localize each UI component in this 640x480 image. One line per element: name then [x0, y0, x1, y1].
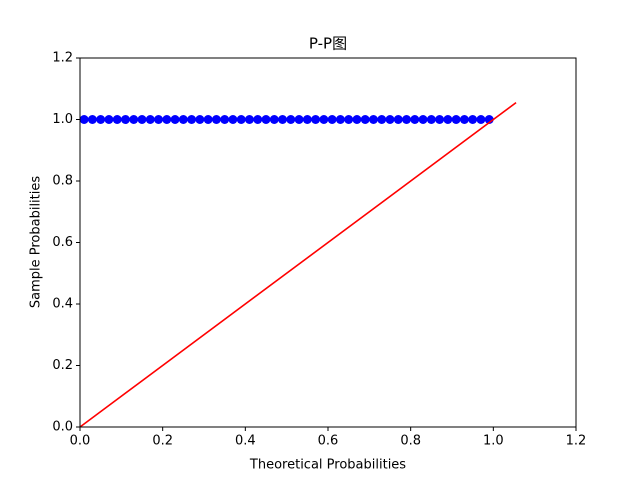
point [253, 115, 263, 124]
point [459, 115, 469, 124]
point [278, 115, 288, 124]
y-tick-label: 1.2 [52, 51, 73, 66]
y-tick-label: 0.2 [52, 358, 73, 373]
point [244, 115, 254, 124]
point [137, 115, 147, 124]
point [385, 115, 395, 124]
y-tick-label: 0.8 [52, 174, 73, 189]
point [319, 115, 329, 124]
point [302, 115, 312, 124]
point [228, 115, 238, 124]
point [104, 115, 114, 124]
point [120, 115, 130, 124]
x-tick-label: 0.2 [152, 434, 173, 449]
point [311, 115, 321, 124]
chart-title: P-P图 [309, 35, 347, 53]
x-tick-label: 0.0 [70, 434, 91, 449]
point [435, 115, 445, 124]
x-tick-label: 0.8 [400, 434, 421, 449]
point [112, 115, 122, 124]
point [451, 115, 461, 124]
point [154, 115, 164, 124]
point [220, 115, 230, 124]
x-tick-label: 0.6 [318, 434, 339, 449]
point [195, 115, 205, 124]
point [360, 115, 370, 124]
point [170, 115, 180, 124]
y-tick-label: 1.0 [52, 112, 73, 127]
point [377, 115, 387, 124]
plot-frame [79, 57, 577, 428]
point [344, 115, 354, 124]
point [203, 115, 213, 124]
x-tick-label: 1.0 [483, 434, 504, 449]
point [402, 115, 412, 124]
point [145, 115, 155, 124]
point [269, 115, 279, 124]
point [294, 115, 304, 124]
point [211, 115, 221, 124]
x-tick-label: 1.2 [566, 434, 587, 449]
y-axis-label: Sample Probabilities [29, 176, 44, 309]
point [96, 115, 106, 124]
point [410, 115, 420, 124]
point [393, 115, 403, 124]
point [468, 115, 478, 124]
point [476, 115, 486, 124]
point [236, 115, 246, 124]
point [162, 115, 172, 124]
x-axis-label: Theoretical Probabilities [249, 458, 406, 473]
point [327, 115, 337, 124]
point [368, 115, 378, 124]
point [443, 115, 453, 124]
y-tick-label: 0.4 [52, 297, 73, 312]
point [87, 115, 97, 124]
point [335, 115, 345, 124]
point [418, 115, 428, 124]
point [129, 115, 139, 124]
point [187, 115, 197, 124]
point [261, 115, 271, 124]
x-tick-label: 0.4 [235, 434, 256, 449]
point [426, 115, 436, 124]
point [178, 115, 188, 124]
point [286, 115, 296, 124]
y-tick-label: 0.6 [52, 235, 73, 250]
point [79, 115, 89, 124]
line [79, 101, 517, 428]
point [352, 115, 362, 124]
y-tick-label: 0.0 [52, 420, 73, 435]
